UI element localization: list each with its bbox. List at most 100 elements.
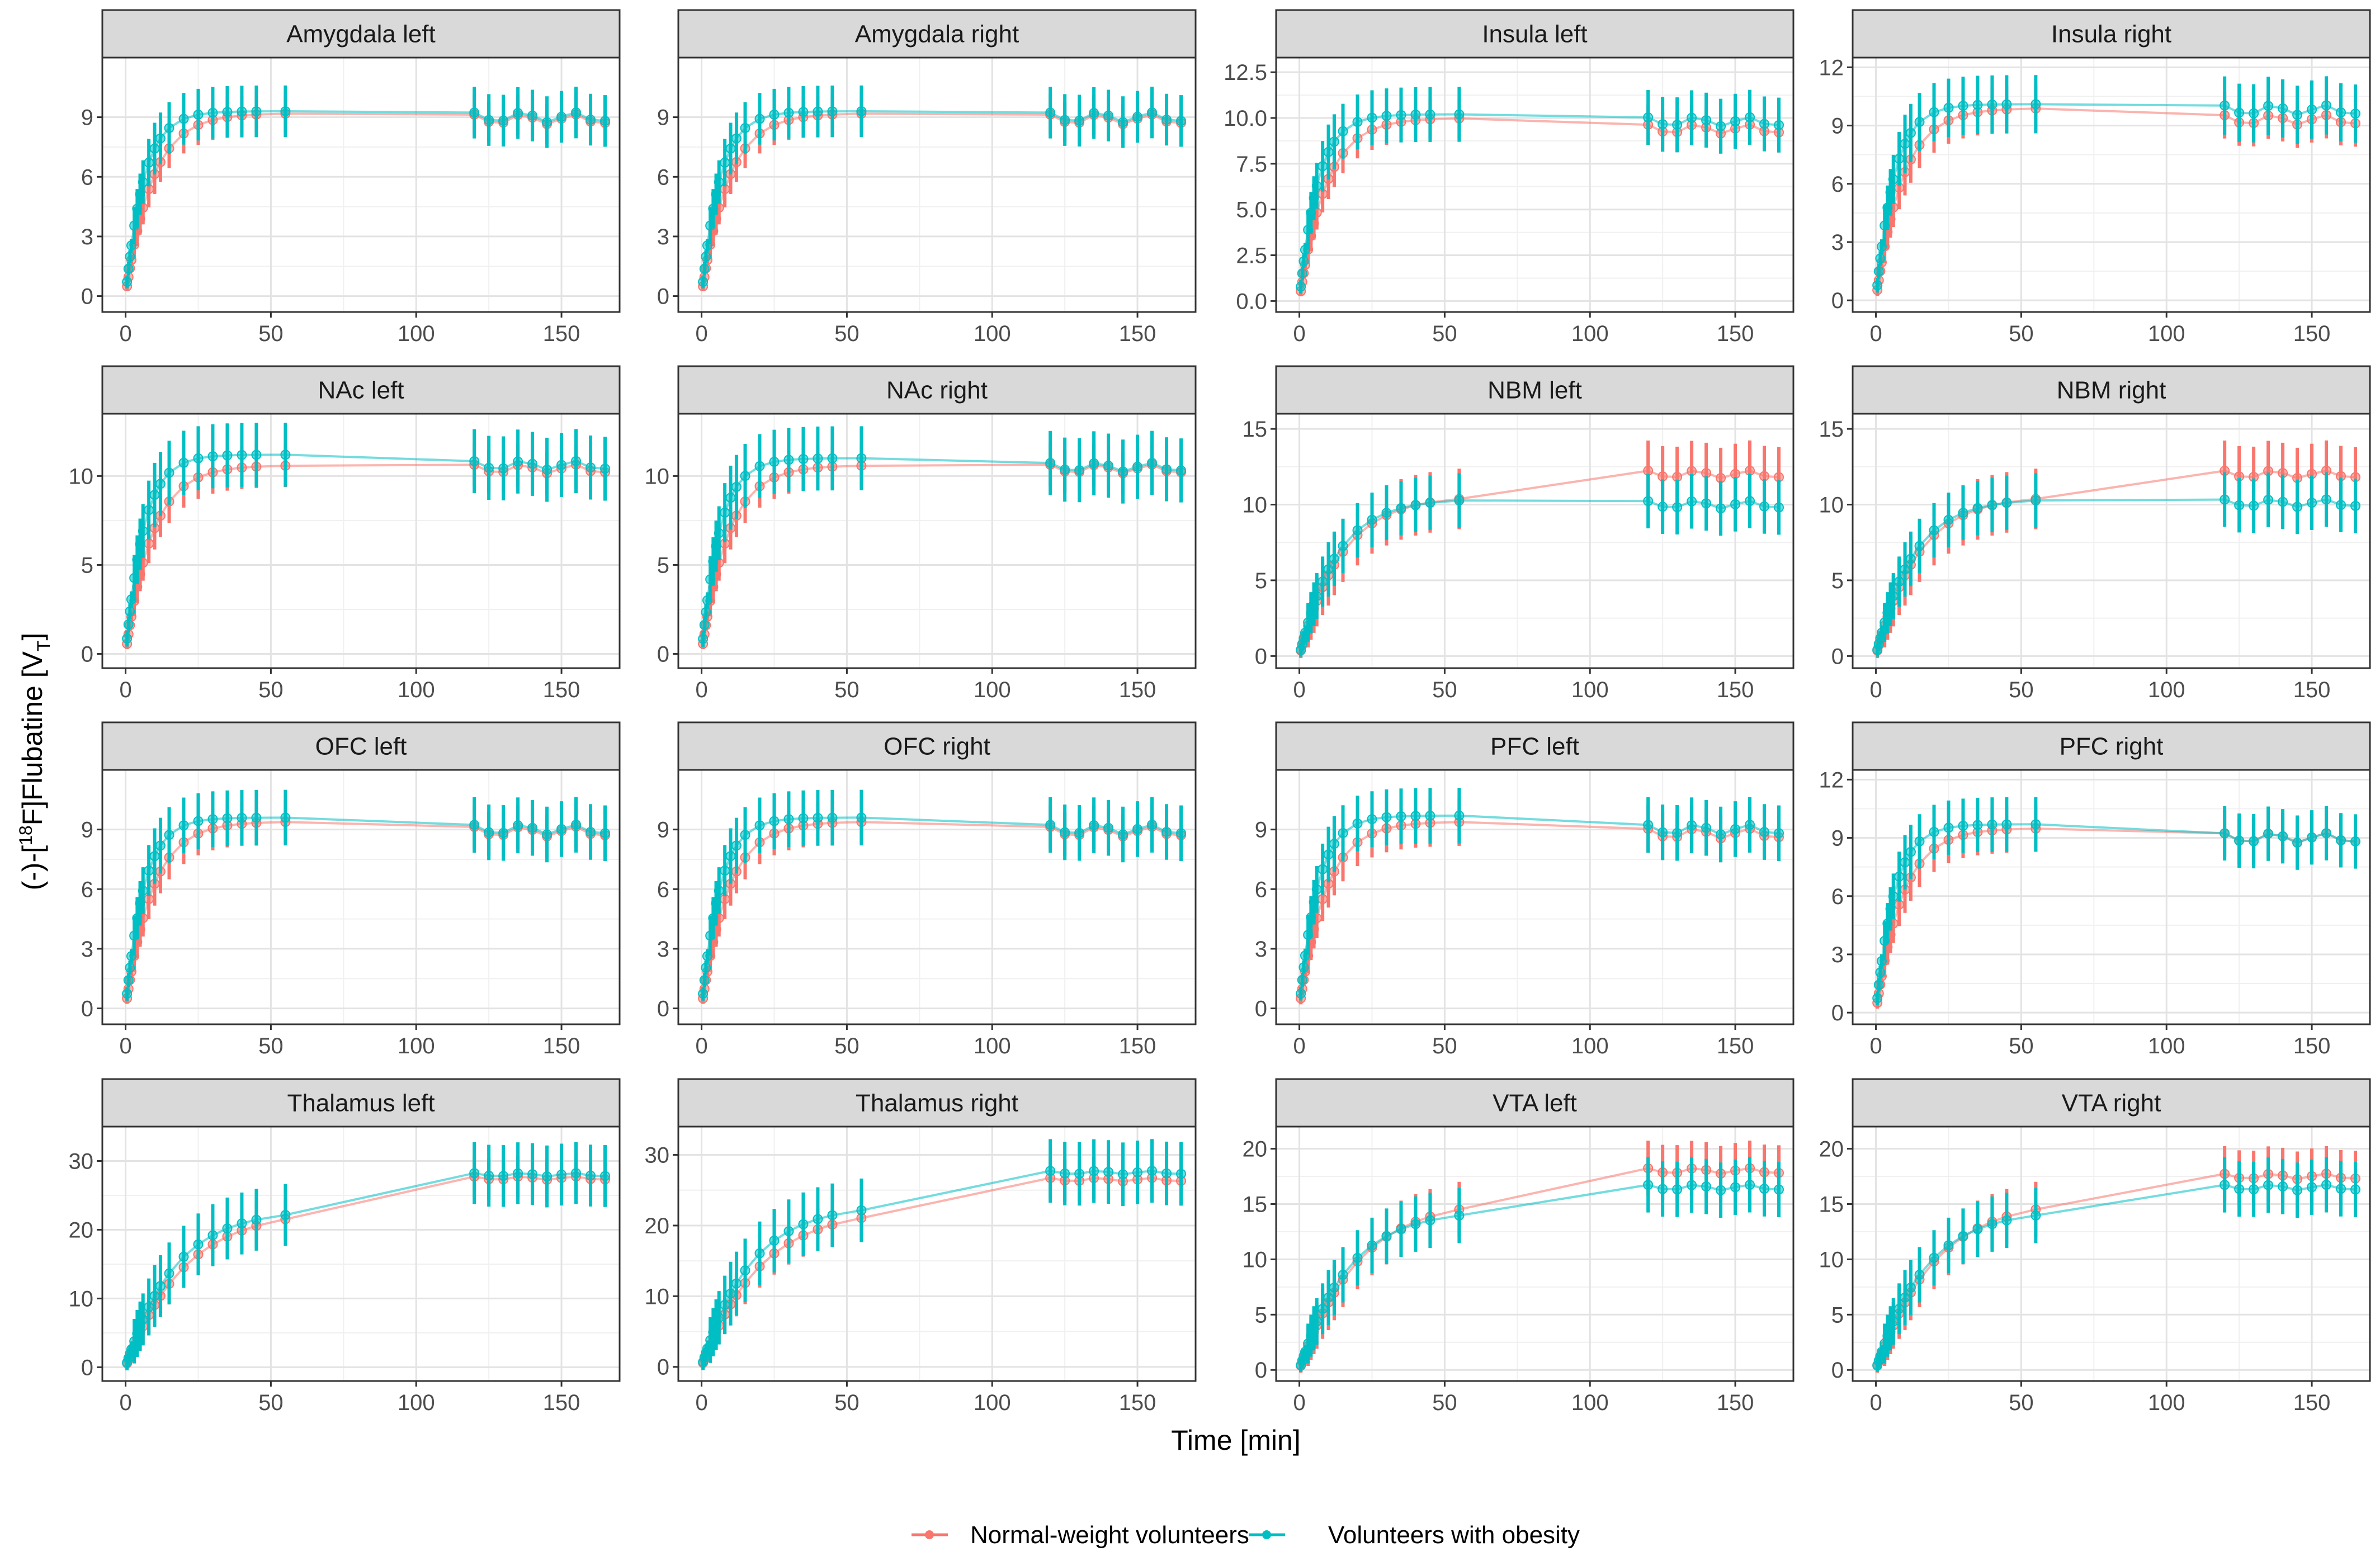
plot-background bbox=[678, 770, 1196, 1024]
data-point bbox=[484, 462, 494, 473]
panel-0: Amygdala left 0 3 6 9 0 50 100 150 bbox=[81, 9, 621, 346]
data-point bbox=[1875, 253, 1886, 264]
y-tick-label: 12 bbox=[1819, 55, 1844, 80]
data-point bbox=[1060, 115, 1070, 125]
data-point bbox=[1309, 897, 1319, 907]
strip-background bbox=[1275, 721, 1795, 771]
data-point bbox=[1687, 1180, 1697, 1190]
data-point bbox=[1103, 460, 1114, 471]
data-point bbox=[702, 240, 712, 251]
series-obesity bbox=[698, 426, 1187, 647]
data-point bbox=[123, 619, 134, 630]
strip-title: OFC right bbox=[884, 733, 990, 760]
panel-border bbox=[1275, 769, 1795, 1025]
y-tick-label: 15 bbox=[1243, 417, 1268, 442]
data-point bbox=[1872, 280, 1883, 291]
legend-label-obesity: Volunteers with obesity bbox=[1328, 1521, 1580, 1549]
data-point bbox=[1658, 827, 1668, 838]
data-point bbox=[138, 526, 148, 536]
panel-border bbox=[677, 56, 1197, 313]
data-point bbox=[600, 828, 611, 839]
data-point bbox=[1338, 828, 1348, 839]
data-point bbox=[122, 989, 133, 999]
data-point bbox=[1338, 541, 1348, 551]
data-point bbox=[1176, 1169, 1187, 1179]
y-tick-label: 0 bbox=[657, 1355, 669, 1380]
x-tick-label: 50 bbox=[2009, 678, 2034, 702]
y-tick-label: 9 bbox=[81, 106, 93, 130]
data-point bbox=[1745, 112, 1755, 122]
data-point bbox=[2350, 836, 2361, 847]
data-point bbox=[2307, 832, 2317, 843]
y-tick-label: 30 bbox=[645, 1143, 670, 1168]
series-obesity bbox=[698, 789, 1187, 1001]
data-point bbox=[1323, 849, 1334, 860]
strip-title: NAc left bbox=[318, 377, 404, 404]
data-point bbox=[164, 830, 174, 840]
x-tick-label: 150 bbox=[1717, 321, 1754, 346]
series-obesity bbox=[1872, 472, 2361, 657]
panel-14: VTA left 0 5 10 15 20 0 50 100 150 bbox=[1243, 1078, 1795, 1415]
data-point bbox=[769, 456, 780, 467]
data-point bbox=[542, 829, 552, 840]
data-point bbox=[1176, 828, 1187, 839]
x-tick-label: 0 bbox=[1869, 1391, 1882, 1415]
x-tick-label: 0 bbox=[119, 1391, 131, 1415]
data-point bbox=[1045, 820, 1056, 830]
panel-8: OFC left 0 3 6 9 0 50 100 150 bbox=[81, 721, 621, 1058]
legend-key-obesity bbox=[1249, 1530, 1285, 1539]
data-point bbox=[783, 107, 794, 118]
data-point bbox=[1730, 116, 1741, 126]
strip-title: Thalamus right bbox=[856, 1090, 1018, 1117]
panel-border bbox=[1852, 413, 2371, 669]
x-tick-label: 100 bbox=[398, 678, 435, 702]
data-point bbox=[1929, 826, 1939, 837]
y-tick-label: 12.5 bbox=[1224, 60, 1267, 85]
data-point bbox=[1045, 458, 1056, 469]
y-tick-label: 0 bbox=[1831, 1358, 1844, 1383]
x-tick-label: 0 bbox=[695, 321, 707, 346]
data-point bbox=[1300, 244, 1310, 255]
x-tick-label: 100 bbox=[398, 1034, 435, 1058]
data-point bbox=[1972, 1224, 1983, 1235]
data-point bbox=[702, 951, 712, 962]
data-point bbox=[1161, 827, 1172, 838]
x-tick-label: 0 bbox=[1293, 1391, 1305, 1415]
x-tick-label: 50 bbox=[2009, 1391, 2034, 1415]
plot-background bbox=[678, 58, 1196, 312]
data-point bbox=[731, 1278, 742, 1289]
data-point bbox=[1410, 1219, 1421, 1229]
data-point bbox=[1132, 824, 1143, 834]
x-tick-label: 50 bbox=[1432, 678, 1457, 702]
y-axis-title-prefix: (-)-[ bbox=[17, 845, 48, 891]
y-tick-label: 20 bbox=[645, 1214, 670, 1238]
y-tick-label: 20 bbox=[69, 1218, 94, 1242]
data-point bbox=[1147, 107, 1158, 118]
data-point bbox=[2030, 819, 2041, 830]
panel-13: Thalamus right 0 10 20 30 0 50 100 150 bbox=[645, 1078, 1197, 1415]
data-point bbox=[699, 619, 710, 630]
data-point bbox=[1318, 1303, 1328, 1314]
data-point bbox=[698, 989, 709, 999]
y-tick-label: 0 bbox=[1255, 1358, 1267, 1383]
data-point bbox=[1323, 1292, 1334, 1303]
data-point bbox=[2278, 103, 2288, 113]
y-tick-label: 0 bbox=[81, 997, 93, 1021]
data-point bbox=[1303, 930, 1314, 940]
strip-background bbox=[101, 365, 621, 415]
data-point bbox=[513, 1168, 523, 1179]
data-point bbox=[1987, 819, 1998, 830]
y-tick-label: 15 bbox=[1243, 1192, 1268, 1217]
data-point bbox=[1905, 554, 1916, 564]
y-tick-label: 5.0 bbox=[1236, 198, 1267, 223]
y-tick-label: 0 bbox=[657, 997, 669, 1021]
data-point bbox=[144, 866, 154, 876]
data-point bbox=[542, 465, 552, 475]
data-point bbox=[556, 111, 567, 122]
y-tick-label: 5 bbox=[1255, 1303, 1267, 1327]
data-point bbox=[251, 1214, 262, 1225]
data-point bbox=[798, 1219, 809, 1229]
data-point bbox=[571, 107, 582, 118]
data-point bbox=[1643, 496, 1654, 507]
strip-title: NAc right bbox=[886, 377, 988, 404]
